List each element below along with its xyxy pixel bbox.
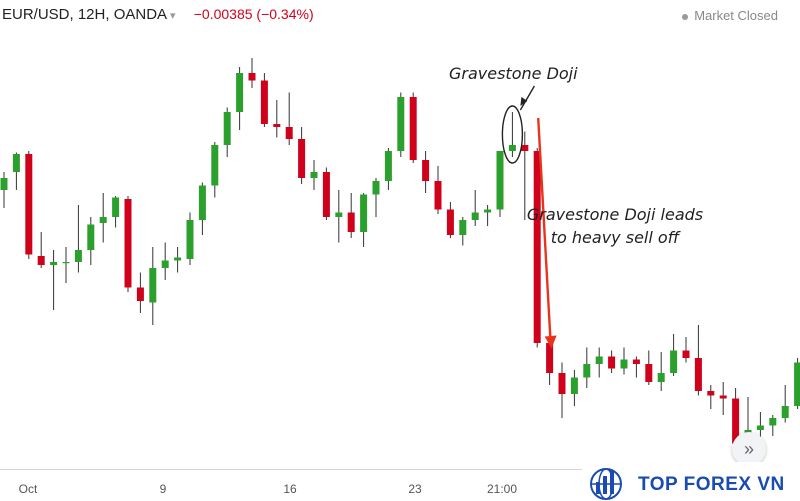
candle-up [112, 198, 119, 218]
candle-down [323, 172, 330, 217]
x-tick: 16 [283, 482, 296, 496]
candle-down [683, 351, 690, 359]
candle-down [261, 81, 268, 125]
candle-up [149, 268, 156, 303]
candle-down [348, 213, 355, 233]
candle-down [720, 396, 727, 399]
candle-up [397, 97, 404, 151]
x-tick: 9 [160, 482, 167, 496]
candle-down [125, 199, 132, 288]
candle-up [757, 426, 764, 431]
candle-up [236, 73, 243, 112]
candle-up [472, 213, 479, 221]
chart-header: EUR/USD, 12H, OANDA▾ −0.00385 (−0.34%) [2, 6, 314, 23]
candle-up [385, 151, 392, 181]
candle-down [422, 160, 429, 181]
candle-up [769, 418, 776, 426]
candles-layer [1, 58, 800, 454]
candle-down [695, 358, 702, 391]
selloff-annotation-line1: Gravestone Doji leads [520, 203, 710, 226]
candle-down [286, 127, 293, 139]
candle-up [100, 217, 107, 223]
candle-up [174, 258, 181, 261]
candle-down [435, 181, 442, 210]
candle-up [794, 363, 800, 407]
candle-down [633, 360, 640, 365]
watermark-logo: TOP FOREX VN [582, 462, 800, 500]
candle-down [546, 343, 553, 373]
candle-down [447, 210, 454, 236]
candle-up [571, 378, 578, 395]
candle-up [50, 262, 57, 265]
selloff-annotation: Gravestone Doji leads to heavy sell off [520, 203, 710, 249]
candle-up [87, 225, 94, 251]
market-status-label: Market Closed [694, 8, 778, 23]
candle-down [559, 373, 566, 394]
candle-up [224, 112, 231, 145]
candle-up [583, 364, 590, 378]
candle-up [782, 406, 789, 418]
market-status: Market Closed [682, 8, 778, 23]
candle-up [13, 154, 20, 172]
price-change: −0.00385 (−0.34%) [194, 6, 314, 22]
candle-down [273, 124, 280, 127]
candle-up [621, 360, 628, 369]
symbol-label[interactable]: EUR/USD, 12H, OANDA [2, 6, 167, 23]
candle-down [25, 154, 32, 255]
candle-up [497, 151, 504, 210]
status-dot-icon [682, 14, 688, 20]
candle-up [162, 261, 169, 269]
candle-down [410, 97, 417, 160]
x-tick: 23 [408, 482, 421, 496]
candle-up [484, 210, 491, 213]
selloff-annotation-line2: to heavy sell off [520, 226, 710, 249]
candle-up [187, 220, 194, 259]
candle-up [63, 262, 70, 263]
candle-down [38, 256, 45, 265]
logo-text: TOP FOREX VN [638, 474, 785, 496]
globe-logo-icon [582, 462, 634, 500]
scroll-to-realtime-button[interactable]: » [732, 432, 766, 466]
candle-down [521, 145, 528, 151]
candle-up [360, 195, 367, 233]
candle-up [199, 186, 206, 221]
double-chevron-right-icon: » [744, 439, 754, 460]
candle-down [645, 364, 652, 382]
candle-up [670, 351, 677, 374]
candle-up [459, 220, 466, 235]
candle-up [373, 181, 380, 195]
candle-down [137, 288, 144, 302]
candle-up [211, 145, 218, 186]
chevron-down-icon[interactable]: ▾ [170, 10, 176, 22]
candle-down [298, 139, 305, 178]
candle-up [596, 357, 603, 365]
candle-up [509, 145, 516, 151]
doji-annotation: Gravestone Doji [449, 64, 578, 83]
candle-up [1, 178, 8, 190]
candle-down [608, 357, 615, 369]
x-tick: Oct [19, 482, 38, 496]
x-tick: 21:00 [487, 482, 517, 496]
candle-up [311, 172, 318, 178]
candle-down [249, 73, 256, 81]
candle-up [75, 250, 82, 262]
candle-up [335, 213, 342, 218]
candle-down [707, 391, 714, 396]
candle-up [658, 373, 665, 382]
